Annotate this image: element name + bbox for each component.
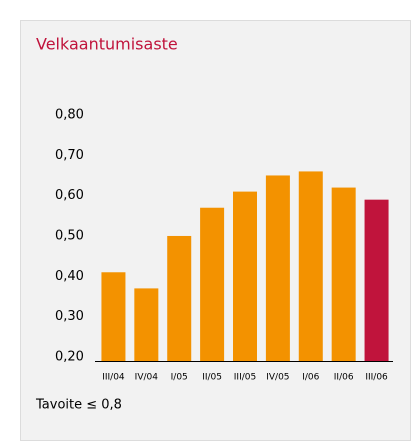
y-tick-label: 0,40: [55, 269, 84, 284]
bar: [265, 175, 290, 361]
x-tick-label: II/06: [334, 373, 354, 383]
bar: [298, 171, 323, 361]
x-tick-label: III/04: [102, 373, 125, 383]
x-tick-label: I/05: [171, 373, 188, 383]
x-tick-label: II/05: [202, 373, 222, 383]
bar: [167, 235, 192, 361]
x-tick-label: I/06: [302, 373, 319, 383]
x-tick-label: IV/05: [266, 373, 289, 383]
x-tick-label: III/05: [234, 373, 256, 383]
y-tick-label: 0,60: [55, 188, 84, 203]
bar: [331, 187, 356, 361]
y-tick-label: 0,20: [55, 350, 84, 365]
bar: [134, 288, 159, 361]
bar: [200, 207, 225, 361]
y-tick-label: 0,30: [55, 309, 84, 324]
annotation: Tavoite ≤ 0,8: [35, 398, 122, 413]
x-tick-label: III/06: [365, 373, 388, 383]
y-tick-label: 0,70: [55, 148, 84, 163]
y-tick-label: 0,80: [55, 108, 84, 123]
bar: [364, 199, 389, 361]
x-tick-label: IV/04: [135, 373, 159, 383]
chart-title: Velkaantumisaste: [36, 35, 178, 54]
bar: [233, 191, 257, 361]
bar: [101, 272, 126, 361]
y-tick-label: 0,50: [55, 229, 84, 244]
